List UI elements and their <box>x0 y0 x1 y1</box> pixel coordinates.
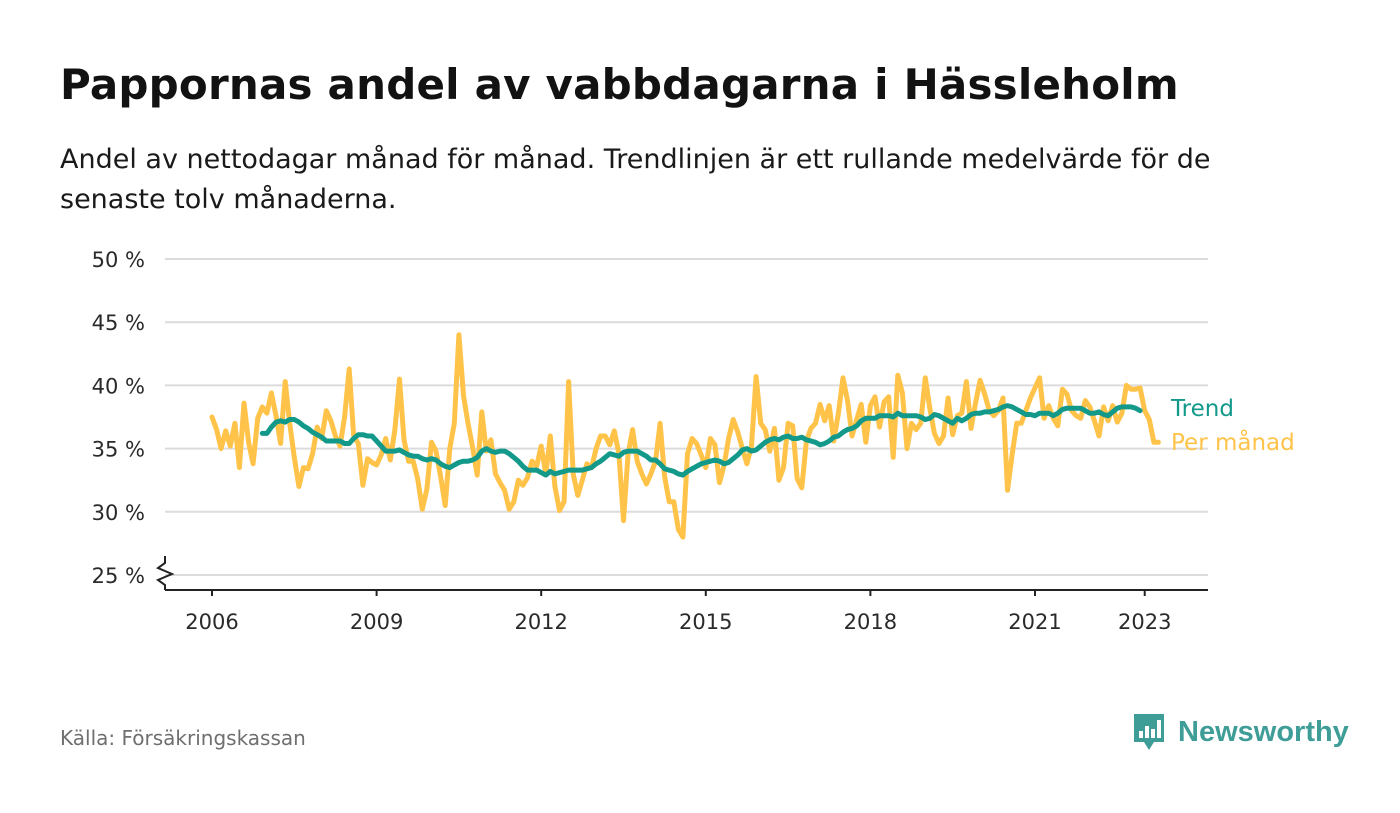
y-tick-label-45: 45 % <box>92 311 145 335</box>
axis-break-icon <box>155 556 175 590</box>
y-tick-label-30: 30 % <box>92 501 145 525</box>
y-axis-tick-labels: 25 % 30 % 35 % 40 % 45 % 50 % <box>92 248 145 588</box>
series-label-per-manad: Per månad <box>1171 428 1295 456</box>
y-tick-label-25: 25 % <box>92 564 145 588</box>
x-tick-label-2023: 2023 <box>1118 610 1171 634</box>
x-tick-label-2015: 2015 <box>679 610 732 634</box>
series-labels: Trend Per månad <box>1170 396 1295 456</box>
series-lines <box>209 332 1161 540</box>
brand-name: Newsworthy <box>1178 715 1349 748</box>
y-tick-label-35: 35 % <box>92 438 145 462</box>
x-tick-label-2006: 2006 <box>185 610 238 634</box>
series-label-trend: Trend <box>1170 396 1234 422</box>
x-tick-label-2021: 2021 <box>1008 610 1061 634</box>
x-axis <box>155 556 1208 596</box>
chart-title: Pappornas andel av vabbdagarna i Hässleh… <box>60 60 1179 109</box>
y-tick-label-50: 50 % <box>92 248 145 272</box>
x-tick-label-2009: 2009 <box>350 610 403 634</box>
source-note: Källa: Försäkringskassan <box>60 726 306 750</box>
series-line-per-manad <box>209 332 1161 540</box>
x-axis-tick-labels: 2006 2009 2012 2015 2018 2021 2023 <box>185 610 1171 634</box>
x-tick-label-2012: 2012 <box>514 610 567 634</box>
newsworthy-logo: Newsworthy <box>1132 712 1349 752</box>
y-tick-label-40: 40 % <box>92 374 145 398</box>
newsworthy-chart-icon <box>1134 714 1164 750</box>
series-line-trend <box>259 403 1143 478</box>
x-tick-label-2018: 2018 <box>844 610 897 634</box>
chart-subtitle: Andel av nettodagar månad för månad. Tre… <box>60 144 1211 215</box>
